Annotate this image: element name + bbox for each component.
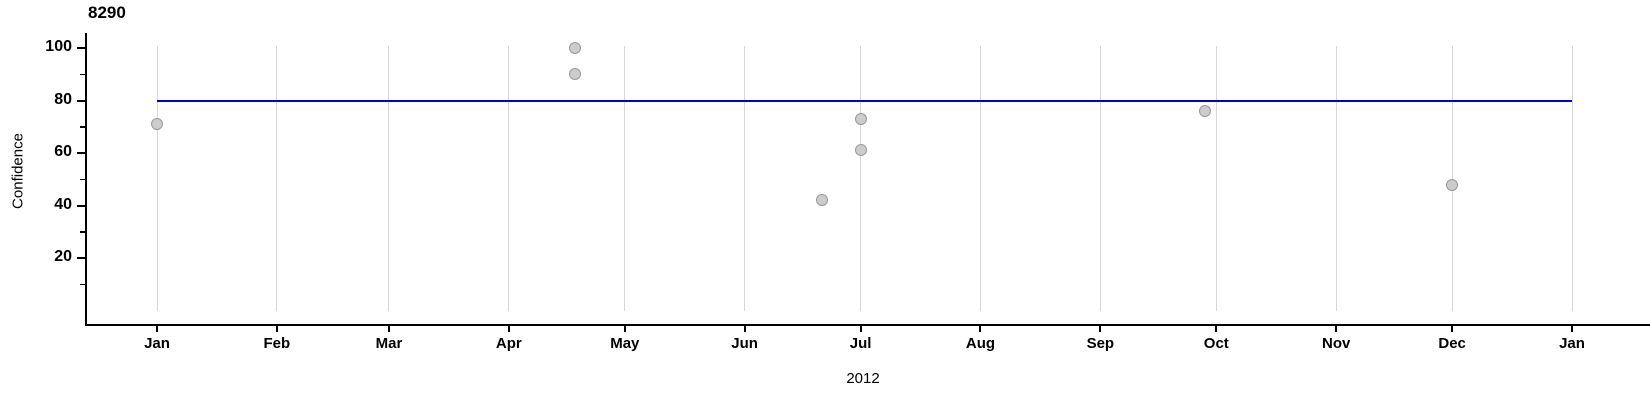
- y-axis-tick-label: 20: [54, 248, 72, 265]
- data-point: [815, 194, 828, 207]
- y-axis-tick-label: 100: [45, 38, 72, 55]
- x-axis-tick-label: May: [610, 335, 640, 352]
- x-axis-tick: [156, 326, 158, 332]
- x-gridline: [860, 46, 862, 311]
- x-axis-tick-label: Oct: [1203, 335, 1229, 352]
- x-gridline: [508, 46, 510, 311]
- x-gridline: [276, 46, 278, 311]
- x-axis-tick: [507, 326, 510, 332]
- y-axis-minor-tick: [80, 73, 85, 75]
- data-point: [1446, 178, 1459, 191]
- data-point: [854, 144, 867, 157]
- y-axis-tick: [77, 204, 85, 207]
- x-axis-tick: [979, 326, 982, 332]
- y-axis-minor-tick: [80, 126, 85, 128]
- x-axis-tick: [387, 326, 390, 332]
- x-axis-title: 2012: [846, 370, 880, 387]
- x-axis-tick-label: Sep: [1086, 335, 1115, 352]
- data-point: [151, 118, 163, 131]
- x-axis-tick: [743, 326, 746, 332]
- x-gridline: [1099, 46, 1101, 311]
- data-point: [854, 112, 867, 125]
- x-gridline: [388, 46, 390, 311]
- y-axis-tick: [77, 257, 85, 259]
- y-axis-minor-tick: [80, 178, 85, 180]
- data-point: [1198, 105, 1211, 117]
- x-axis-line: [85, 324, 1650, 326]
- y-axis-tick-label: 60: [54, 143, 72, 160]
- x-axis-tick-label: Jan: [144, 335, 170, 352]
- y-axis-minor-tick: [80, 283, 85, 285]
- x-axis-tick-label: Nov: [1321, 335, 1351, 352]
- x-axis-tick-label: Apr: [495, 335, 522, 352]
- x-axis-tick-label: Jul: [849, 335, 872, 352]
- data-point: [568, 42, 581, 54]
- x-axis-tick-label: Feb: [263, 335, 291, 352]
- x-axis-tick: [1215, 326, 1218, 332]
- y-axis-tick-label: 80: [54, 90, 72, 108]
- x-gridline: [624, 46, 626, 311]
- x-axis-tick: [1571, 326, 1573, 332]
- x-gridline: [1335, 46, 1337, 311]
- y-axis-tick: [77, 152, 85, 154]
- x-gridline: [1215, 46, 1217, 311]
- x-axis-tick: [275, 326, 278, 332]
- data-point: [568, 68, 581, 81]
- y-axis-minor-tick: [80, 231, 85, 233]
- y-axis-tick: [77, 47, 85, 49]
- chart-title: 8290: [88, 3, 126, 22]
- x-axis-tick-label: Jan: [1559, 335, 1585, 352]
- y-axis-tick: [77, 99, 85, 102]
- y-axis-line: [85, 33, 87, 326]
- x-axis-tick: [1451, 326, 1454, 332]
- x-axis-tick-label: Jun: [731, 335, 758, 352]
- x-axis-tick-label: Mar: [375, 335, 403, 352]
- y-axis-tick-label: 40: [54, 195, 72, 213]
- x-axis-tick: [623, 326, 626, 332]
- x-axis-tick-label: Aug: [965, 335, 996, 352]
- x-axis-tick-label: Dec: [1438, 335, 1466, 352]
- x-axis-tick: [859, 326, 862, 332]
- x-axis-tick: [1099, 326, 1102, 332]
- x-axis-tick: [1335, 326, 1338, 332]
- x-gridline: [1571, 46, 1573, 311]
- x-gridline: [156, 46, 158, 311]
- x-gridline: [979, 46, 981, 311]
- x-gridline: [744, 46, 746, 311]
- reference-line: [157, 99, 1572, 102]
